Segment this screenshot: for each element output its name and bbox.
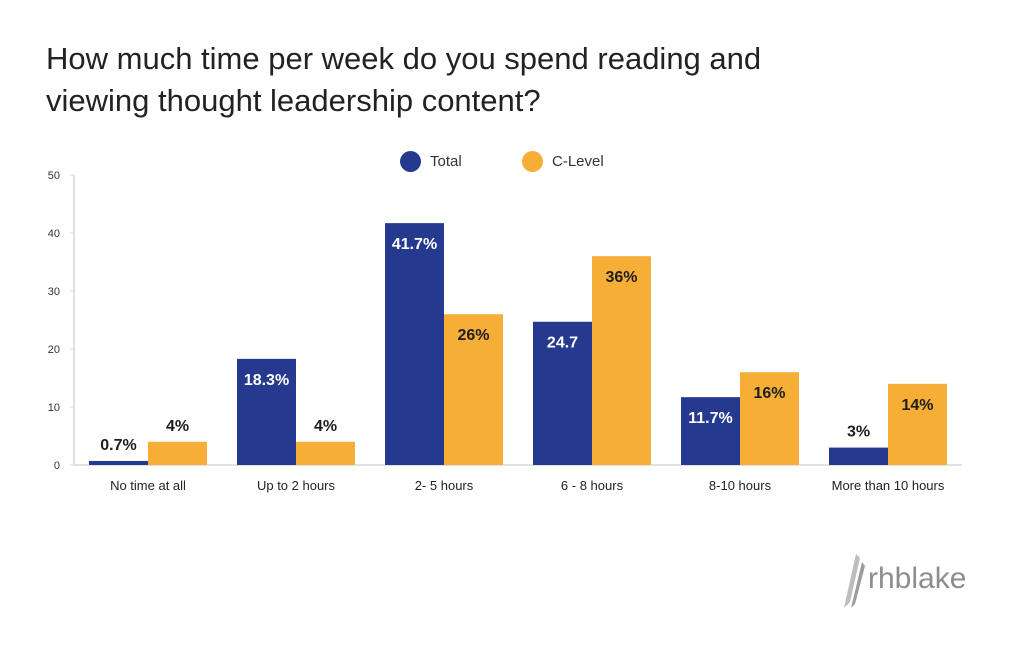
bar-c-level [592, 256, 651, 465]
y-tick-label: 0 [54, 460, 60, 472]
bar-c-level [888, 383, 947, 465]
data-label: 4% [166, 418, 189, 435]
data-label: 26% [457, 327, 489, 344]
data-label: 36% [605, 269, 637, 286]
bar-total [89, 460, 148, 465]
bar-total [829, 447, 888, 465]
data-label: 4% [314, 418, 337, 435]
data-label: 24.7 [547, 335, 578, 352]
x-tick-label: 6 - 8 hours [561, 478, 624, 493]
data-label: 16% [753, 385, 785, 402]
y-tick-label: 40 [48, 228, 60, 240]
bar-total [237, 358, 296, 465]
y-tick-label: 30 [48, 286, 60, 298]
x-tick-label: 8-10 hours [709, 478, 772, 493]
bar-c-level [148, 441, 207, 465]
logo-text: rhblake [868, 562, 967, 595]
data-label: 41.7% [392, 236, 437, 253]
data-label: 0.7% [100, 437, 136, 454]
chart-title: How much time per week do you spend read… [46, 41, 762, 118]
data-label: 18.3% [244, 372, 289, 389]
rhblake-logo: rhblake [838, 548, 988, 610]
bar-total [533, 321, 592, 465]
data-label: 11.7% [688, 410, 732, 427]
legend-swatch-c-level [522, 151, 543, 172]
legend-label-total: Total [430, 153, 462, 170]
data-label: 3% [847, 424, 870, 441]
legend-item-c-level: C-Level [522, 151, 604, 172]
rhblake-logo-mark [844, 554, 865, 608]
data-label: 14% [901, 397, 933, 414]
legend-item-total: Total [400, 151, 462, 172]
bar-total [385, 223, 444, 465]
y-tick-label: 10 [48, 402, 60, 414]
x-tick-label: No time at all [110, 478, 186, 493]
y-tick-label: 50 [48, 170, 60, 182]
bar-c-level [444, 314, 503, 465]
x-tick-label: 2- 5 hours [415, 478, 474, 493]
y-tick-label: 20 [48, 344, 60, 356]
bar-c-level [740, 372, 799, 465]
legend-label-c-level: C-Level [552, 153, 604, 170]
x-tick-label: More than 10 hours [832, 478, 945, 493]
bar-c-level [296, 441, 355, 465]
bar-total [681, 397, 740, 465]
legend-swatch-total [400, 151, 421, 172]
x-tick-label: Up to 2 hours [257, 478, 336, 493]
